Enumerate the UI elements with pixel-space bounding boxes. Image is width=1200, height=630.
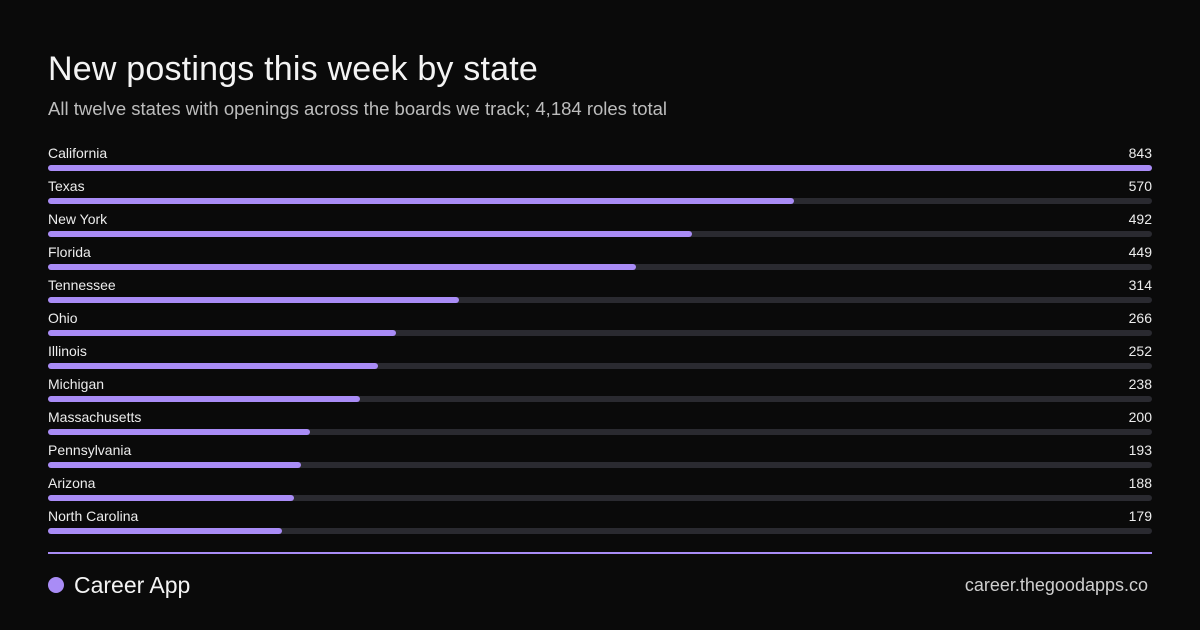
bar-track — [48, 198, 1152, 204]
bar-row: Pennsylvania 193 — [48, 442, 1152, 475]
chart-title: New postings this week by state — [48, 50, 538, 88]
bar-row: Illinois 252 — [48, 343, 1152, 376]
category-label: Massachusetts — [48, 409, 142, 425]
bar-row: Florida 449 — [48, 244, 1152, 277]
bar-track — [48, 231, 1152, 237]
category-label: North Carolina — [48, 508, 139, 524]
value-label: 449 — [1128, 244, 1152, 260]
bar-row: New York 492 — [48, 211, 1152, 244]
category-label: Ohio — [48, 310, 78, 326]
value-label: 314 — [1128, 277, 1152, 293]
bar — [48, 297, 459, 303]
bar — [48, 396, 360, 402]
site-url[interactable]: career.thegoodapps.co — [964, 575, 1148, 595]
bar — [48, 495, 294, 501]
bar — [48, 528, 282, 534]
bar — [48, 363, 378, 369]
value-label: 238 — [1128, 376, 1152, 392]
brand-dot-icon — [48, 577, 64, 593]
bar-track — [48, 330, 1152, 336]
value-label: 252 — [1128, 343, 1152, 359]
value-label: 266 — [1128, 310, 1152, 326]
bar — [48, 429, 310, 435]
category-label: California — [48, 145, 108, 161]
bar-row: Michigan 238 — [48, 376, 1152, 409]
bar-track — [48, 396, 1152, 402]
bar-track — [48, 363, 1152, 369]
bar-track — [48, 165, 1152, 171]
value-label: 188 — [1128, 475, 1152, 491]
bar — [48, 264, 636, 270]
bar-track — [48, 297, 1152, 303]
category-label: Illinois — [48, 343, 87, 359]
bar-row: Massachusetts 200 — [48, 409, 1152, 442]
category-label: Arizona — [48, 475, 96, 491]
footer-divider — [48, 552, 1152, 554]
category-label: New York — [48, 211, 108, 227]
value-label: 570 — [1128, 178, 1152, 194]
category-label: Tennessee — [48, 277, 116, 293]
bar-row: North Carolina 179 — [48, 508, 1152, 541]
bar-track — [48, 528, 1152, 534]
category-label: Florida — [48, 244, 91, 260]
category-label: Michigan — [48, 376, 105, 392]
bar — [48, 231, 692, 237]
bar — [48, 165, 1152, 171]
category-label: Texas — [48, 178, 85, 194]
value-label: 193 — [1128, 442, 1152, 458]
bar — [48, 330, 396, 336]
value-label: 179 — [1128, 508, 1152, 524]
chart-subtitle: All twelve states with openings across t… — [48, 98, 668, 119]
bar — [48, 198, 794, 204]
bar-track — [48, 462, 1152, 468]
brand: Career App — [48, 571, 190, 599]
bar — [48, 462, 301, 468]
bar-chart: California 843 Texas 570 New York 492 Florida 4… — [48, 0, 1152, 540]
bar-row: Texas 570 — [48, 178, 1152, 211]
bar-track — [48, 495, 1152, 501]
brand-name: Career App — [74, 571, 191, 598]
bar-track — [48, 429, 1152, 435]
value-label: 492 — [1128, 211, 1152, 227]
card: New postings this week by state All twel… — [48, 0, 1152, 630]
category-label: Pennsylvania — [48, 442, 132, 458]
value-label: 200 — [1128, 409, 1152, 425]
bar-row: Ohio 266 — [48, 310, 1152, 343]
bar-track — [48, 264, 1152, 270]
bar-row: Arizona 188 — [48, 475, 1152, 508]
bar-row: Tennessee 314 — [48, 277, 1152, 310]
bar-row: California 843 — [48, 145, 1152, 178]
value-label: 843 — [1128, 145, 1152, 161]
